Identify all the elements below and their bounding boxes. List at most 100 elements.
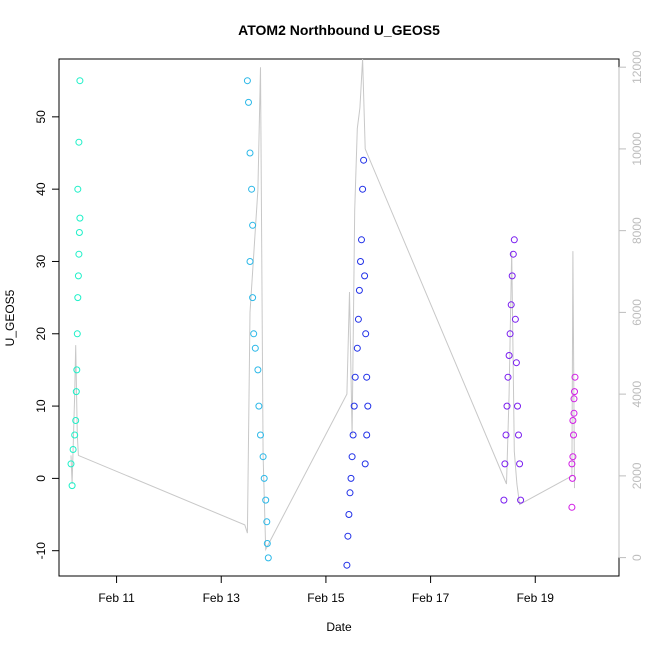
data-point: [263, 540, 271, 547]
data-point: [68, 482, 76, 490]
data-point: [364, 402, 372, 410]
x-axis: Feb 11 Feb 13 Feb 15 Feb 17 Feb 19: [98, 576, 554, 605]
y-tick-label: 50: [34, 110, 48, 124]
data-point: [509, 250, 517, 258]
data-point: [358, 236, 365, 244]
data-point: [506, 330, 514, 338]
data-point: [517, 496, 525, 504]
chart-title: ATOM2 Northbound U_GEOS5: [238, 22, 440, 38]
data-point: [570, 409, 578, 417]
data-point: [251, 344, 259, 352]
right-tick-label: 4000: [630, 380, 644, 407]
data-point: [245, 98, 252, 106]
data-point: [347, 474, 355, 482]
data-point: [569, 417, 577, 424]
x-tick-label: Feb 13: [203, 591, 241, 605]
data-point: [500, 496, 508, 504]
data-point: [243, 77, 251, 85]
y-axis: -10 0 10 20 30 40 50: [34, 110, 59, 560]
data-point: [504, 373, 512, 381]
data-point: [67, 460, 75, 468]
data-point: [502, 431, 510, 439]
data-point: [72, 417, 80, 424]
data-point: [508, 272, 516, 280]
right-tick-label: 10000: [630, 132, 644, 166]
right-tick-label: 12000: [630, 50, 644, 84]
data-point: [353, 344, 361, 352]
data-point: [264, 554, 272, 562]
altitude-line: [70, 58, 575, 552]
data-point: [75, 138, 83, 146]
data-point: [76, 214, 84, 222]
data-points: [67, 77, 579, 569]
data-point: [75, 250, 83, 258]
data-point: [69, 446, 77, 453]
data-point: [501, 460, 509, 468]
data-point: [260, 474, 268, 482]
data-point: [571, 373, 579, 381]
data-point: [359, 185, 367, 193]
data-point: [512, 359, 520, 367]
data-point: [515, 431, 522, 439]
x-tick-label: Feb 15: [307, 591, 345, 605]
data-point: [355, 286, 363, 294]
y-tick-label: 30: [34, 254, 48, 268]
data-point: [570, 395, 578, 403]
data-point: [360, 156, 368, 164]
data-point: [503, 402, 511, 410]
y-tick-label: 0: [34, 475, 48, 482]
data-point: [249, 221, 257, 229]
data-point: [255, 402, 263, 410]
data-point: [73, 366, 81, 374]
data-point: [254, 366, 262, 374]
data-point: [568, 474, 576, 482]
data-point: [248, 185, 256, 193]
data-point: [263, 518, 271, 526]
data-point: [76, 77, 84, 85]
data-point: [568, 460, 576, 468]
data-point: [350, 402, 358, 410]
data-point: [361, 272, 369, 280]
right-y-axis: 0 2000 4000 6000 8000 10000 12000: [618, 50, 644, 561]
y-axis-label: U_GEOS5: [3, 289, 17, 346]
data-point: [72, 388, 80, 396]
data-point: [357, 258, 364, 265]
data-point: [250, 330, 258, 338]
data-point: [249, 294, 257, 302]
right-tick-label: 6000: [630, 299, 644, 326]
data-point: [259, 453, 267, 461]
data-point: [246, 258, 254, 265]
y-tick-label: -10: [34, 542, 48, 560]
data-point: [257, 431, 264, 439]
x-tick-label: Feb 11: [98, 591, 135, 605]
data-point: [510, 236, 518, 244]
right-tick-label: 0: [630, 554, 644, 561]
data-point: [73, 330, 81, 338]
data-point: [349, 431, 357, 439]
data-point: [354, 315, 362, 323]
x-tick-label: Feb 19: [517, 591, 555, 605]
data-point: [516, 460, 524, 468]
altitude-trace: [70, 58, 575, 552]
data-point: [344, 532, 352, 540]
data-point: [351, 373, 359, 381]
data-point: [570, 431, 577, 439]
data-point: [362, 330, 370, 338]
right-tick-label: 2000: [630, 462, 644, 489]
data-point: [71, 431, 79, 439]
data-point: [361, 460, 369, 468]
data-point: [343, 561, 351, 569]
data-point: [514, 402, 521, 410]
data-point: [511, 315, 519, 323]
data-point: [74, 185, 82, 193]
data-point: [507, 301, 515, 309]
data-point: [262, 496, 270, 504]
data-point: [571, 388, 578, 396]
y-tick-label: 40: [34, 182, 48, 196]
data-point: [346, 489, 354, 497]
data-point: [345, 511, 353, 518]
right-tick-label: 8000: [630, 217, 644, 244]
y-tick-label: 20: [34, 327, 48, 341]
